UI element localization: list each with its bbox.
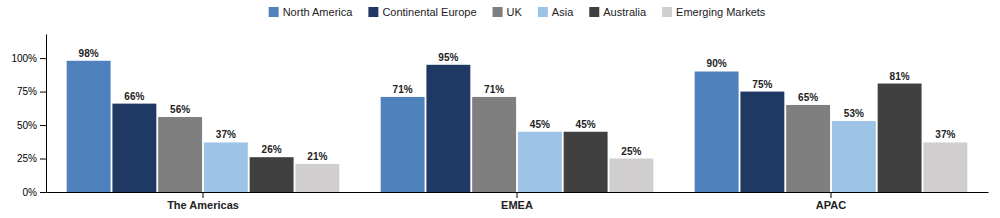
bar [695,71,739,192]
data-label: 66% [124,91,144,102]
x-tick-label: APAC [816,199,846,211]
data-label: 45% [576,119,596,130]
bar [472,97,516,192]
data-label: 37% [216,129,236,140]
bar [67,61,111,192]
data-label: 95% [438,52,458,63]
x-tick-mark [203,192,204,198]
y-tick-mark [40,125,46,126]
data-labels: 98% 71% 90% 66% 95% 75% 56% 71% 65% 37% 45% 53% 26% 4… [79,48,956,162]
legend-label: Continental Europe [382,6,476,18]
data-label: 37% [935,129,955,140]
legend-label: Australia [603,6,647,18]
legend-item: Australia [589,6,647,18]
legend-swatch [662,7,672,17]
y-tick: 25% [17,153,46,164]
legend-swatch [589,7,599,17]
y-tick-mark [40,192,46,193]
bar [295,164,339,192]
data-label: 81% [890,71,910,82]
x-tick-label: EMEA [501,199,533,211]
bar [609,159,653,192]
y-tick: 100% [11,53,46,64]
legend-swatch [269,7,279,17]
y-tick-label: 0% [23,187,38,198]
data-label: 71% [484,84,504,95]
y-axis-line [46,35,47,193]
bars [67,61,968,192]
data-label: 25% [621,146,641,157]
x-tick: EMEA [501,192,533,211]
bar [381,97,425,192]
plot: 0% 25% 50% 75% 100% The Americas EMEA APAC 98% 71… [11,35,988,211]
legend-item: Continental Europe [368,6,476,18]
bar [786,105,830,192]
legend-label: UK [507,6,523,18]
legend-swatch [368,7,378,17]
y-tick: 50% [17,120,46,131]
bar [158,117,202,192]
legend-item: Asia [538,6,574,18]
y-tick-label: 25% [17,153,37,164]
bar [518,132,562,192]
bar [112,104,156,192]
chart: 0% 25% 50% 75% 100% The Americas EMEA APAC 98% 71… [0,0,1000,218]
legend-label: Asia [552,6,574,18]
legend-label: Emerging Markets [676,6,766,18]
bar [923,142,967,192]
x-axis: The Americas EMEA APAC [47,192,989,211]
legend-item: Emerging Markets [662,6,766,18]
data-label: 21% [307,151,327,162]
x-tick-mark [831,192,832,198]
data-label: 75% [752,79,772,90]
bar [878,84,922,192]
data-label: 90% [707,58,727,69]
bar [250,157,294,192]
data-label: 56% [170,104,190,115]
x-tick-mark [517,192,518,198]
bar [740,92,784,192]
y-tick: 0% [23,187,46,198]
bar [832,121,876,192]
legend-swatch [493,7,503,17]
x-tick-label: The Americas [167,199,239,211]
data-label: 65% [798,92,818,103]
legend-item: UK [493,6,523,18]
y-tick-mark [40,58,46,59]
bar [564,132,608,192]
data-label: 45% [530,119,550,130]
x-tick: The Americas [167,192,239,211]
data-label: 53% [844,108,864,119]
x-tick: APAC [816,192,846,211]
legend: North America Continental Europe UK Asia Aus… [269,6,766,18]
y-tick: 75% [17,86,46,97]
y-tick-label: 50% [17,120,37,131]
y-tick-mark [40,159,46,160]
legend-item: North America [269,6,354,18]
bar [204,142,248,192]
y-axis: 0% 25% 50% 75% 100% [11,35,46,198]
y-tick-label: 75% [17,86,37,97]
data-label: 26% [262,144,282,155]
data-label: 98% [79,48,99,59]
legend-label: North America [283,6,354,18]
bar [426,65,470,192]
legend-swatch [538,7,548,17]
data-label: 71% [393,84,413,95]
y-tick-mark [40,92,46,93]
y-tick-label: 100% [11,53,37,64]
